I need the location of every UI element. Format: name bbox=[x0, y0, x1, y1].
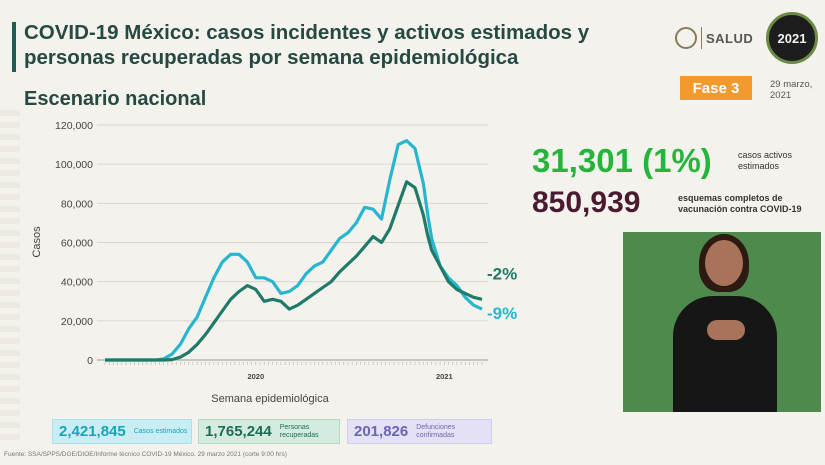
page-subtitle: Escenario nacional bbox=[24, 88, 207, 110]
summary-value: 2,421,845 bbox=[59, 423, 126, 440]
page-title: COVID-19 México: casos incidentes y acti… bbox=[24, 21, 590, 69]
year-label: 2020 bbox=[247, 372, 264, 381]
summary-box-recovered: 1,765,244 Personas recuperadas bbox=[198, 419, 340, 444]
interpreter-hands bbox=[707, 320, 745, 340]
y-axis-label: Casos bbox=[31, 226, 43, 258]
x-axis-label: Semana epidemiológica bbox=[211, 393, 329, 405]
salud-logo-text: SALUD bbox=[706, 30, 754, 46]
y-tick-label: 0 bbox=[87, 355, 93, 367]
summary-label: Personas recuperadas bbox=[279, 423, 319, 439]
sign-language-interpreter-video bbox=[623, 232, 821, 412]
summary-value: 1,765,244 bbox=[205, 423, 272, 440]
series-line-0 bbox=[105, 139, 483, 362]
y-tick-label: 80,000 bbox=[61, 198, 93, 210]
interpreter-face bbox=[705, 240, 743, 286]
summary-value: 201,826 bbox=[354, 423, 409, 440]
series-end-labels: -9% -2% bbox=[487, 264, 517, 323]
y-tick-label: 100,000 bbox=[55, 159, 93, 171]
series-end-label: -2% bbox=[487, 264, 517, 283]
logo-divider bbox=[701, 27, 702, 49]
series-line-1 bbox=[105, 180, 483, 362]
series-end-label: -9% bbox=[487, 304, 517, 323]
y-axis-ticks: 0 20,000 40,000 60,000 80,000 100,000 120,000 bbox=[55, 120, 93, 367]
report-date: 29 marzo, 2021 bbox=[770, 79, 813, 101]
interpreter-body bbox=[673, 296, 777, 412]
salud-logo: SALUD bbox=[675, 25, 755, 51]
chart-series bbox=[105, 139, 483, 362]
y-tick-label: 60,000 bbox=[61, 238, 93, 250]
y-tick-label: 20,000 bbox=[61, 316, 93, 328]
phase-badge: Fase 3 bbox=[680, 76, 752, 100]
x-axis-year-labels: 2020 2021 bbox=[247, 372, 452, 381]
y-tick-label: 40,000 bbox=[61, 277, 93, 289]
background-pattern bbox=[0, 110, 20, 440]
x-axis-week-ticks bbox=[104, 362, 483, 365]
active-cases-value: 31,301 (1%) bbox=[532, 142, 712, 179]
year-label: 2021 bbox=[436, 372, 453, 381]
summary-label: Casos estimados bbox=[133, 427, 188, 435]
source-note: Fuente: SSA/SPPS/DGE/DIOE/Informe técnic… bbox=[4, 451, 287, 458]
title-accent-bar bbox=[12, 22, 16, 72]
summary-box-deaths: 201,826 Defunciones confirmadas bbox=[347, 419, 492, 444]
y-tick-label: 120,000 bbox=[55, 120, 93, 132]
vaccination-value: 850,939 bbox=[532, 186, 641, 219]
badge-2021-text: 2021 bbox=[777, 30, 807, 46]
summary-label: Defunciones confirmadas bbox=[416, 423, 456, 439]
chart-gridlines bbox=[97, 124, 488, 361]
vaccination-label: esquemas completos de vacunación contra … bbox=[678, 193, 802, 214]
active-cases-label: casos activos estimados bbox=[738, 150, 793, 171]
summary-box-estimated-cases: 2,421,845 Casos estimados bbox=[52, 419, 192, 444]
mexico-emblem-icon bbox=[675, 27, 697, 49]
logo-2021-badge: 2021 bbox=[766, 12, 818, 64]
